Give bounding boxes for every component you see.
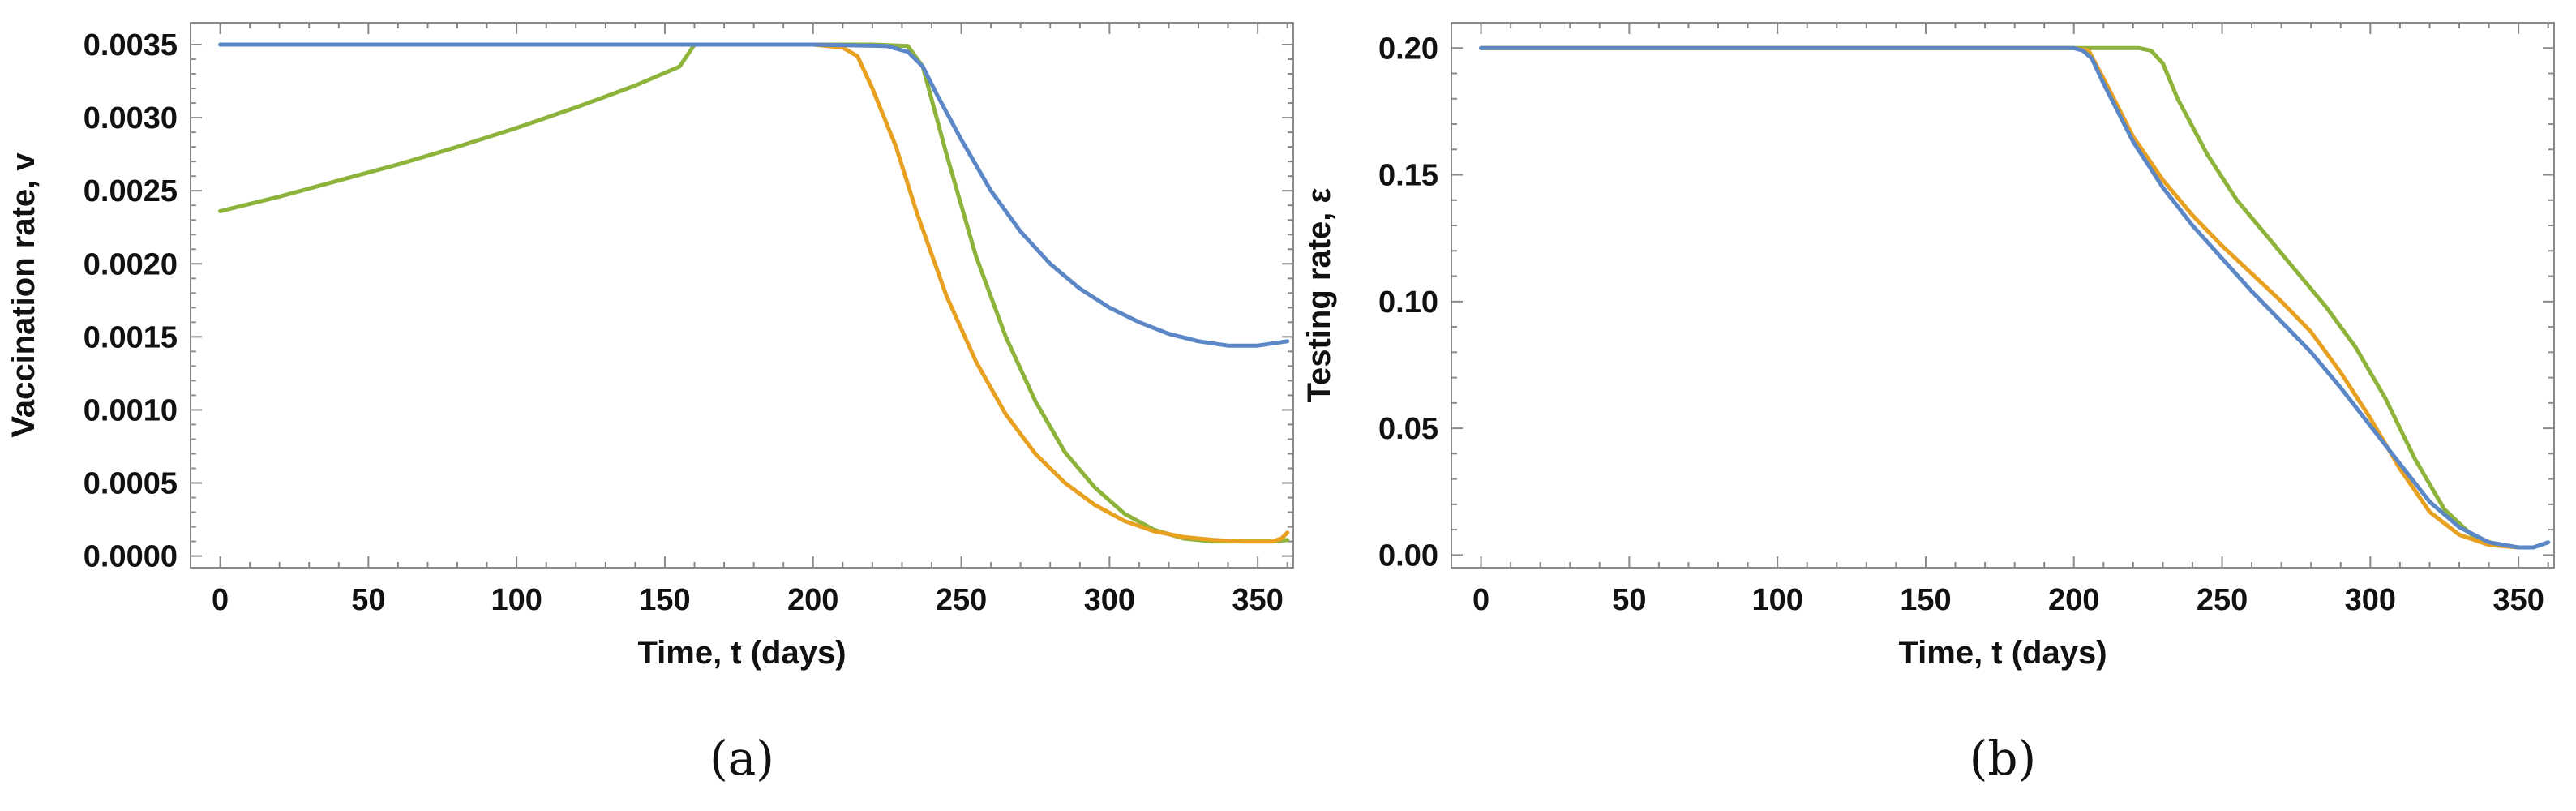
- y-tick-label: 0.0025: [84, 174, 178, 208]
- x-tick-label: 50: [1612, 583, 1646, 617]
- x-tick-label: 150: [1900, 583, 1951, 617]
- x-axis-label: Time, t (days): [637, 635, 846, 671]
- y-tick-label: 0.0005: [84, 467, 178, 501]
- y-tick-label: 0.0000: [84, 540, 178, 574]
- series-line-green: [218, 42, 1290, 544]
- x-tick-label: 100: [491, 583, 542, 617]
- y-tick-label: 0.10: [1378, 285, 1438, 320]
- series-line-orange: [218, 42, 1290, 544]
- series-line-blue: [218, 42, 1290, 348]
- x-tick-label: 250: [2197, 583, 2248, 617]
- x-tick-label: 200: [2048, 583, 2099, 617]
- plot-frame: [1451, 22, 2555, 569]
- panel-label: (b): [1970, 731, 2036, 786]
- chart-panel-b: 0 50 100 150 200 250 300 350 0.00 0.05 0.10 0.15 0.2…: [1301, 22, 2555, 786]
- plot-frame: [190, 22, 1294, 569]
- y-tick-label: 0.00: [1378, 539, 1438, 573]
- panel-label: (a): [709, 731, 774, 786]
- x-tick-label: 300: [1084, 583, 1135, 617]
- y-tick-label: 0.0030: [84, 101, 178, 135]
- series-line-blue: [1479, 45, 2551, 550]
- y-tick-label: 0.20: [1378, 32, 1438, 66]
- x-axis-label: Time, t (days): [1898, 635, 2107, 671]
- x-tick-label: 300: [2345, 583, 2396, 617]
- y-axis-label: Testing rate, ε: [1301, 188, 1337, 403]
- y-tick-label: 0.0010: [84, 393, 178, 427]
- y-tick-label: 0.0035: [84, 28, 178, 62]
- x-tick-label: 0: [212, 583, 229, 617]
- chart-panel-a: 0 50 100 150 200 250 300 350 0.0000 0.0005 0.0010 0…: [6, 22, 1294, 786]
- series-line-orange: [1479, 45, 2521, 550]
- y-tick-label: 0.0015: [84, 320, 178, 354]
- y-tick-label: 0.15: [1378, 159, 1438, 193]
- series-line-green: [1479, 45, 2521, 550]
- y-tick-label: 0.0020: [84, 247, 178, 281]
- x-tick-label: 350: [2492, 583, 2544, 617]
- x-tick-label: 200: [787, 583, 838, 617]
- x-tick-label: 150: [639, 583, 690, 617]
- x-tick-label: 350: [1232, 583, 1283, 617]
- x-tick-label: 100: [1751, 583, 1802, 617]
- x-tick-label: 50: [351, 583, 385, 617]
- x-tick-label: 250: [936, 583, 987, 617]
- y-axis-label: Vaccination rate, v: [6, 152, 41, 438]
- y-tick-label: 0.05: [1378, 412, 1438, 446]
- x-tick-label: 0: [1472, 583, 1489, 617]
